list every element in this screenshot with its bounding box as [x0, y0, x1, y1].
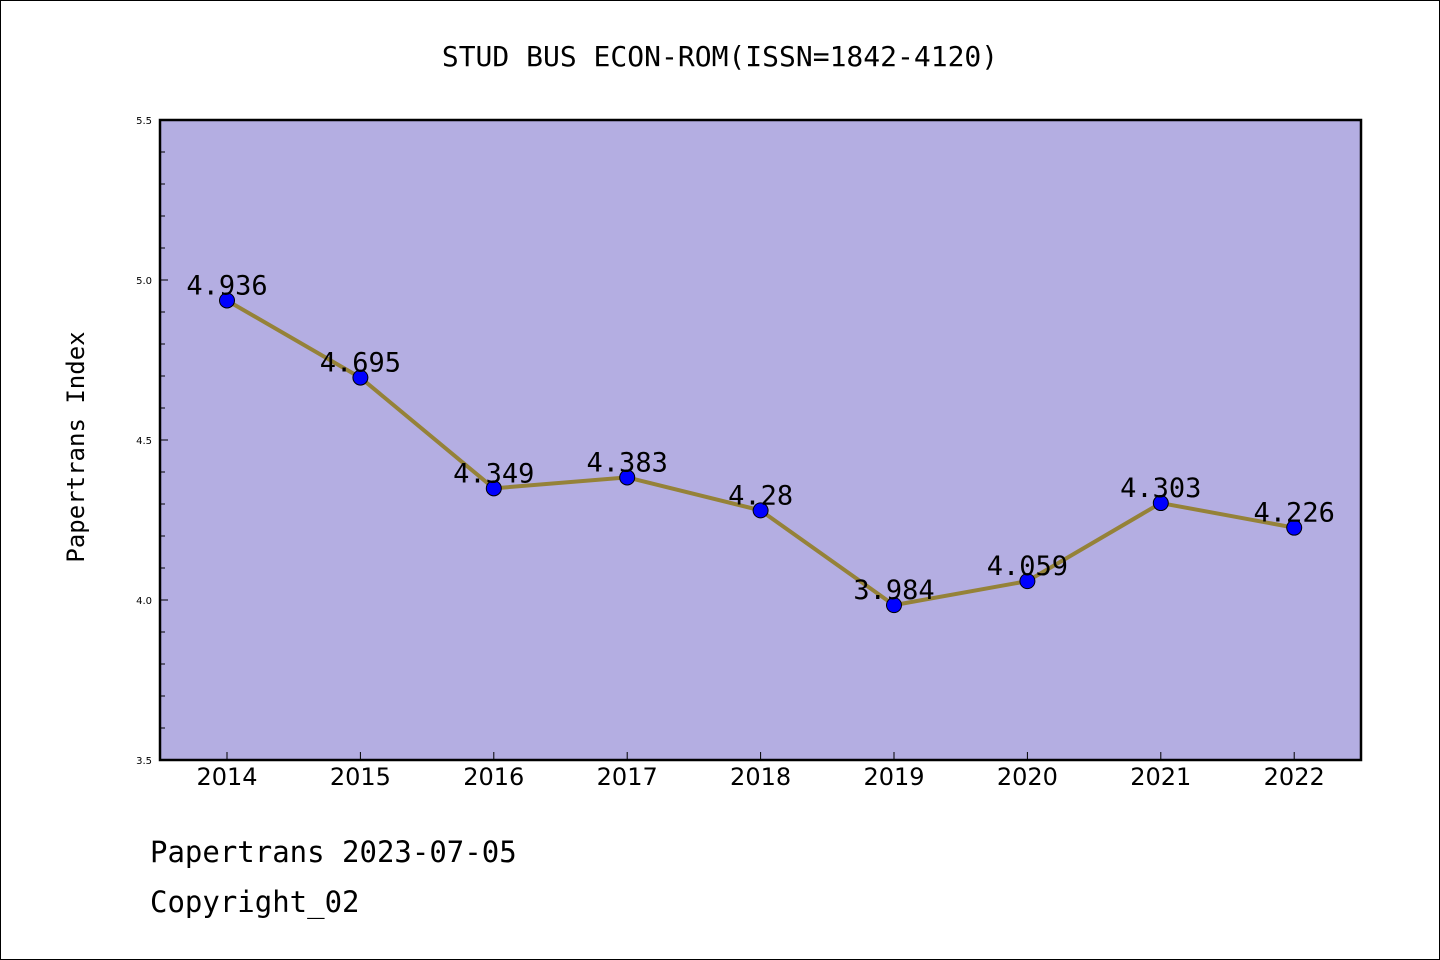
y-tick-label: 3.5	[136, 756, 152, 767]
data-markers	[219, 292, 1303, 614]
x-axis: 2014 2015 2016 2017 2018 2019 2020 2021 2022	[196, 752, 1325, 791]
data-point	[352, 369, 369, 386]
data-point	[485, 480, 502, 497]
y-tick-label: 5.0	[136, 276, 152, 287]
x-tick-label: 2021	[1130, 763, 1191, 791]
footer-date: Papertrans 2023-07-05	[150, 835, 517, 869]
plot-border	[158, 118, 1363, 762]
data-label: 4.226	[1254, 498, 1335, 529]
data-label: 4.349	[453, 458, 534, 489]
x-tick-label: 2022	[1264, 763, 1325, 791]
y-axis-label: Papertrans Index	[62, 331, 90, 562]
x-tick-label: 2017	[597, 763, 658, 791]
x-tick-label: 2020	[997, 763, 1058, 791]
data-point	[619, 469, 636, 486]
y-tick-label: 4.0	[136, 596, 152, 607]
data-label: 4.28	[728, 480, 793, 511]
data-label: 3.984	[853, 575, 934, 606]
x-tick-label: 2016	[463, 763, 524, 791]
data-point	[752, 502, 769, 519]
y-tick-label: 4.5	[136, 436, 152, 447]
data-point	[886, 597, 902, 614]
x-tick-label: 2015	[330, 763, 391, 791]
data-label: 4.059	[987, 551, 1068, 582]
x-tick-label: 2014	[196, 763, 257, 791]
data-point	[1152, 495, 1169, 512]
y-tick-label: 5.5	[136, 116, 152, 127]
data-labels: 4.936 4.695 4.349 4.383 4.28 3.984 4.059 4.303 4…	[186, 270, 1334, 606]
data-point	[219, 292, 235, 309]
data-label: 4.383	[587, 447, 668, 478]
x-tick-label: 2018	[730, 763, 791, 791]
data-label: 4.936	[186, 270, 267, 301]
footer-copyright: Copyright_02	[150, 885, 360, 919]
data-label: 4.303	[1120, 473, 1201, 504]
data-point	[1019, 573, 1036, 590]
plot-area	[160, 120, 1361, 760]
data-point	[1286, 519, 1303, 536]
data-label: 4.695	[320, 348, 401, 379]
chart-title: STUD BUS ECON-ROM(ISSN=1842-4120)	[442, 40, 998, 73]
x-tick-label: 2019	[863, 763, 924, 791]
